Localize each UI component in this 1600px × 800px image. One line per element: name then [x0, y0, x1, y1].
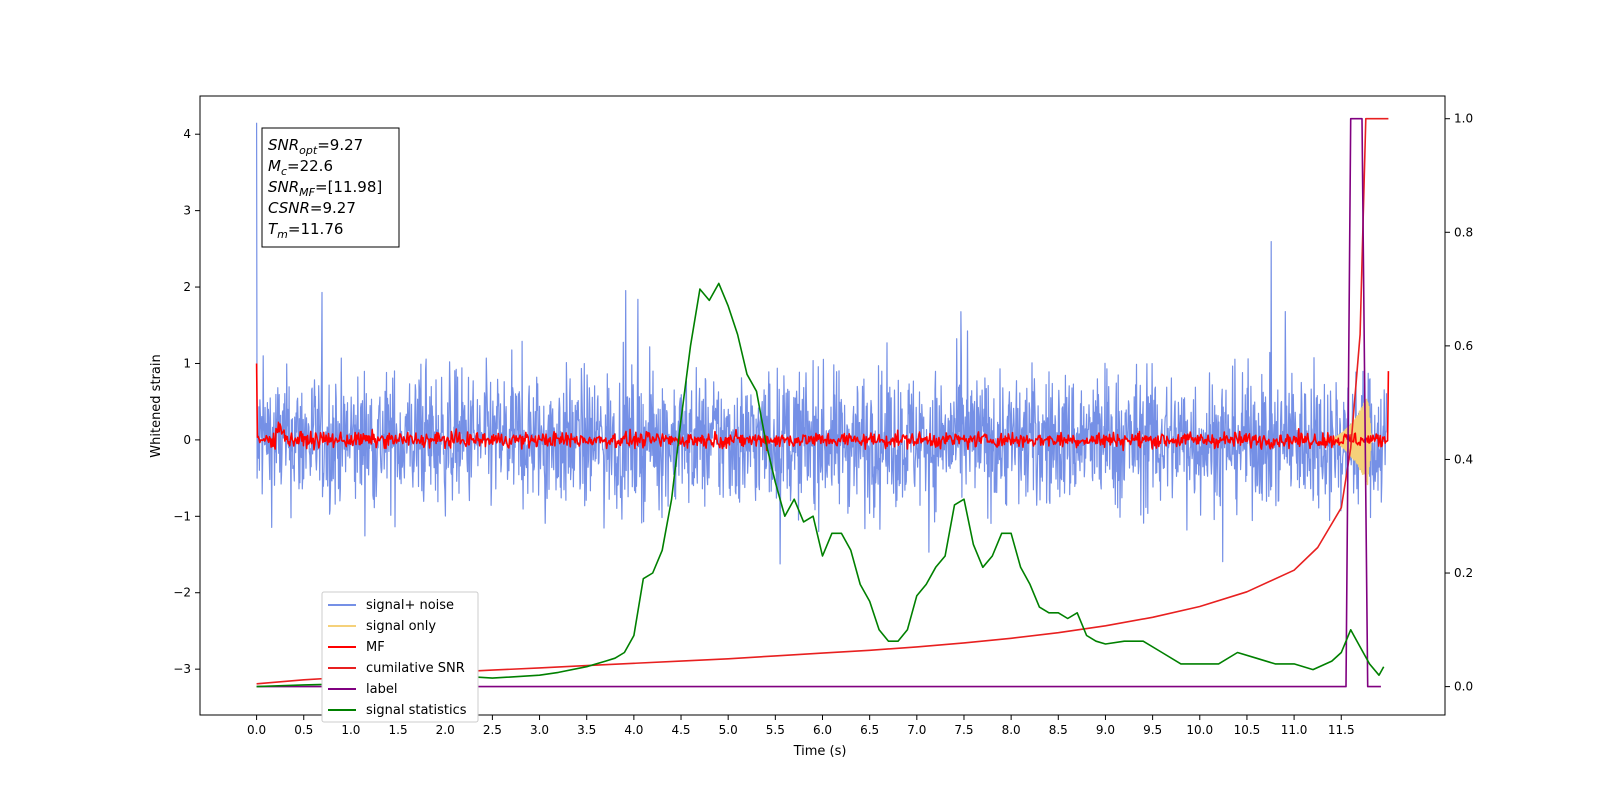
legend-entry: signal only: [366, 619, 436, 634]
x-tick-label: 11.5: [1328, 723, 1355, 737]
series-signal-noise: [256, 122, 1388, 565]
x-tick-label: 10.5: [1234, 723, 1261, 737]
y-tick-label: 0: [183, 433, 191, 447]
y-tick-label: 1: [183, 356, 191, 370]
x-tick-label: 10.0: [1186, 723, 1213, 737]
legend-entry: MF: [366, 640, 385, 655]
x-tick-label: 3.5: [577, 723, 596, 737]
x-tick-label: 0.5: [294, 723, 313, 737]
series-mf: [255, 363, 1390, 452]
annotation-line: CSNR=9.27: [268, 199, 356, 217]
x-tick-label: 8.5: [1049, 723, 1068, 737]
x-tick-label: 7.5: [954, 723, 973, 737]
x-tick-label: 2.5: [483, 723, 502, 737]
legend-entry: signal statistics: [366, 703, 467, 718]
x-tick-label: 6.0: [813, 723, 832, 737]
x-tick-label: 8.0: [1002, 723, 1021, 737]
series-cumilative-snr: [256, 117, 1389, 685]
y-tick-label: 2: [183, 280, 191, 294]
x-tick-label: 7.0: [907, 723, 926, 737]
y2-tick-label: 1.0: [1454, 112, 1473, 126]
series-label: [256, 117, 1381, 688]
legend-entry: signal+ noise: [366, 598, 454, 613]
x-tick-label: 4.0: [624, 723, 643, 737]
y2-tick-label: 0.6: [1454, 339, 1473, 353]
y2-tick-label: 0.0: [1454, 680, 1473, 694]
legend-entry: label: [366, 682, 397, 697]
x-tick-label: 2.0: [436, 723, 455, 737]
series-signal-statistics: [256, 282, 1385, 688]
annotation-line: SNRMF=[11.98]: [268, 178, 382, 199]
y2-tick-label: 0.4: [1454, 452, 1473, 466]
x-tick-label: 9.5: [1143, 723, 1162, 737]
x-tick-label: 4.5: [671, 723, 690, 737]
y-tick-label: −1: [173, 509, 191, 523]
x-tick-label: 3.0: [530, 723, 549, 737]
y-tick-label: 4: [183, 127, 191, 141]
legend-entry: cumilative SNR: [366, 661, 465, 676]
x-tick-label: 6.5: [860, 723, 879, 737]
y-tick-label: −2: [173, 586, 191, 600]
y2-tick-label: 0.2: [1454, 566, 1473, 580]
y2-tick-label: 0.8: [1454, 225, 1473, 239]
x-tick-label: 11.0: [1281, 723, 1308, 737]
x-tick-label: 0.0: [247, 723, 266, 737]
x-tick-label: 9.0: [1096, 723, 1115, 737]
y-tick-label: 3: [183, 204, 191, 218]
annotation-box: SNRopt=9.27Mc=22.6SNRMF=[11.98]CSNR=9.27…: [261, 127, 400, 248]
annotation-line: Tm=11.76: [268, 220, 343, 241]
y-tick-label: −3: [173, 662, 191, 676]
x-tick-label: 1.5: [389, 723, 408, 737]
x-tick-label: 1.0: [341, 723, 360, 737]
x-tick-label: 5.5: [766, 723, 785, 737]
annotation-line: SNRopt=9.27: [268, 136, 363, 157]
y-axis-label: Whitened strain: [149, 354, 164, 457]
x-axis-label: Time (s): [793, 744, 847, 759]
legend: signal+ noise signal only MF cumilative SNR…: [321, 591, 479, 723]
annotation-line: Mc=22.6: [268, 157, 333, 178]
x-tick-label: 5.0: [719, 723, 738, 737]
